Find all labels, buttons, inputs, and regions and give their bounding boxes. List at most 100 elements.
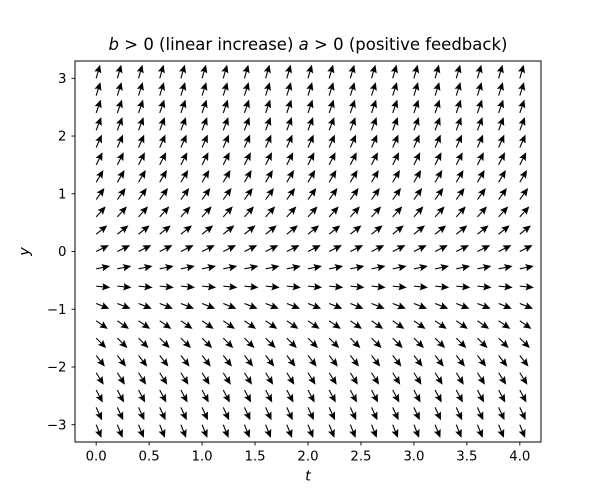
quiver-arrow [264, 117, 272, 131]
quiver-arrow [519, 188, 529, 200]
quiver-arrow [201, 134, 208, 148]
quiver-arrow [392, 264, 407, 272]
quiver-arrow [477, 320, 490, 329]
quiver-arrow [392, 206, 403, 218]
quiver-arrow [307, 407, 314, 421]
quiver-arrow [159, 225, 171, 235]
quiver-arrow [201, 337, 213, 349]
quiver-arrow [286, 170, 294, 183]
quiver-arrow [369, 82, 377, 96]
quiver-arrow [455, 117, 462, 131]
quiver-arrow [242, 82, 250, 96]
quiver-arrow [455, 372, 464, 385]
quiver-arrow [95, 424, 102, 438]
quiver-arrow [264, 424, 272, 438]
quiver-arrow [350, 302, 364, 310]
y-tick-label: 0 [58, 245, 66, 260]
quiver-arrow [307, 170, 316, 183]
quiver-arrow [392, 337, 403, 349]
quiver-arrow [371, 389, 379, 403]
quiver-arrow [349, 152, 357, 166]
quiver-arrow [138, 302, 152, 310]
quiver-arrow [286, 337, 297, 349]
quiver-arrow [328, 424, 335, 438]
quiver-arrow [306, 117, 314, 131]
quiver-arrow [434, 320, 447, 329]
quiver-arrow [349, 424, 356, 438]
quiver-arrow [477, 302, 491, 310]
quiver-arrow [433, 117, 441, 131]
quiver-arrow [476, 152, 484, 166]
quiver-arrow [518, 99, 526, 114]
quiver-arrow [307, 283, 323, 291]
quiver-arrow [286, 152, 294, 166]
quiver-arrow [95, 302, 110, 310]
quiver-arrow [307, 264, 322, 272]
quiver-arrow [370, 99, 377, 114]
quiver-arrow [306, 82, 314, 96]
quiver-arrow [265, 389, 273, 403]
quiver-arrow [392, 170, 400, 183]
quiver-arrow [392, 355, 402, 367]
quiver-arrow [456, 264, 471, 272]
quiver-arrow [306, 424, 314, 438]
quiver-arrow [455, 424, 462, 438]
quiver-arrow [222, 389, 230, 403]
quiver-arrow [180, 283, 195, 291]
quiver-arrow [138, 320, 151, 329]
quiver-arrow [244, 337, 255, 349]
quiver-arrow [243, 424, 251, 438]
quiver-arrow [328, 170, 337, 183]
quiver-arrow [286, 188, 296, 200]
quiver-arrow [222, 188, 232, 200]
quiver-arrow [328, 302, 343, 310]
x-tick-label: 3.5 [456, 450, 477, 465]
y-tick-label: 1 [58, 187, 66, 202]
quiver-arrow [370, 134, 378, 148]
x-axis: 0.0 0.5 1.0 1.5 2.0 2.5 3.0 3.5 4.0 [86, 442, 530, 465]
quiver-arrow [138, 283, 153, 291]
quiver-arrow [413, 372, 422, 385]
quiver-arrow [371, 337, 382, 349]
quiver-arrow [413, 320, 426, 329]
quiver-arrow [496, 82, 504, 96]
quiver-arrow [329, 264, 344, 272]
quiver-arrow [370, 117, 378, 131]
quiver-arrow [434, 225, 447, 235]
x-tick-label: 4.0 [509, 450, 530, 465]
quiver-arrow [222, 225, 235, 235]
quiver-arrow [223, 264, 238, 272]
quiver-arrow [137, 424, 145, 438]
quiver-arrow [307, 372, 316, 385]
quiver-arrow [115, 99, 123, 114]
quiver-arrow [434, 264, 449, 272]
quiver-arrow [116, 389, 124, 403]
quiver-arrow [412, 117, 420, 131]
quiver-arrow [454, 64, 462, 79]
quiver-arrow [434, 188, 444, 200]
quiver-arrow [391, 424, 399, 438]
y-tick-label: 3 [58, 72, 66, 87]
quiver-arrow [138, 355, 148, 367]
quiver-arrow [265, 264, 280, 272]
quiver-arrow [328, 407, 336, 421]
quiver-arrow [243, 117, 251, 131]
quiver-arrow [349, 206, 360, 218]
quiver-arrow [95, 188, 105, 200]
quiver-arrow [477, 225, 489, 235]
quiver-arrow [413, 264, 428, 272]
quiver-arrow [284, 64, 292, 79]
quiver-arrow [159, 245, 173, 253]
quiver-arrow [348, 99, 356, 114]
quiver-arrow [244, 245, 258, 253]
quiver-arrow [244, 225, 256, 235]
quiver-arrow [136, 64, 144, 79]
quiver-arrow [116, 170, 125, 183]
quiver-arrow [222, 407, 230, 421]
quiver-arrow [496, 64, 504, 79]
quiver-arrow [94, 64, 102, 79]
quiver-arrow [412, 82, 420, 96]
quiver-arrow [285, 134, 293, 148]
y-tick-label: −2 [47, 361, 67, 376]
quiver-arrow [498, 206, 509, 218]
